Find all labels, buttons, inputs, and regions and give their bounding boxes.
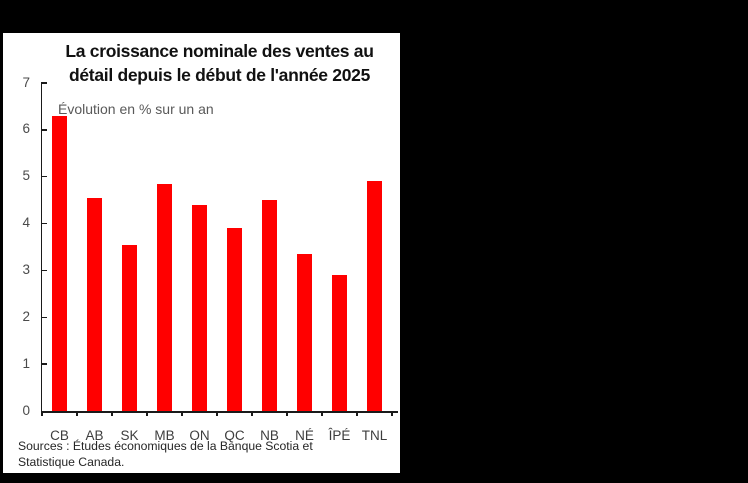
x-category-label-TNL: TNL <box>361 428 388 443</box>
x-category-label-ON: ON <box>189 428 210 443</box>
source-note: Sources : Études économiques de la Banqu… <box>18 439 313 470</box>
bar-MB <box>157 183 172 411</box>
plot-area: 0 1 2 3 4 5 6 7 CB AB SK MB ON QC NB NÉ ÎPÉ TNL <box>22 75 398 443</box>
x-category-label-NÉ: NÉ <box>295 428 314 443</box>
bar-QC <box>227 228 242 411</box>
chart-title: La croissance nominale des ventes au dét… <box>41 39 398 87</box>
y-tick <box>40 129 47 131</box>
x-tick <box>251 411 253 416</box>
x-category-label-QC: QC <box>224 428 245 443</box>
y-tick <box>40 222 47 225</box>
x-tick <box>146 411 148 416</box>
bar-ON <box>192 204 207 411</box>
bar-CB <box>52 115 67 411</box>
x-category-label-NB: NB <box>260 428 279 443</box>
x-tick <box>76 411 78 416</box>
x-category-label-SK: SK <box>120 428 139 443</box>
y-tick-label: 4 <box>22 215 30 231</box>
source-line-2: Statistique Canada. <box>18 454 125 469</box>
y-tick-label: 2 <box>22 308 30 324</box>
chart-subtitle: Évolution en % sur un an <box>58 101 214 117</box>
chart-panel: La croissance nominale des ventes au dét… <box>3 33 400 473</box>
x-category-label-ÎPÉ: ÎPÉ <box>328 428 351 443</box>
x-tick <box>391 411 393 416</box>
x-category-label-MB: MB <box>154 428 175 443</box>
y-tick <box>40 175 47 178</box>
y-tick <box>40 269 47 272</box>
y-tick-label: 3 <box>22 261 30 277</box>
x-tick <box>181 411 183 416</box>
bar-NÉ <box>297 254 312 411</box>
x-tick <box>321 411 323 416</box>
chart-title-line-2: détail depuis le début de l'année 2025 <box>68 65 371 85</box>
x-tick <box>111 411 113 416</box>
y-tick <box>40 316 47 319</box>
bar-SK <box>122 244 137 411</box>
y-tick-label: 7 <box>22 74 30 90</box>
x-tick <box>41 411 43 416</box>
y-tick-label: 1 <box>22 355 30 371</box>
x-axis-line <box>40 411 398 413</box>
y-axis-line <box>40 82 42 413</box>
bar-ÎPÉ <box>332 275 347 411</box>
bar-NB <box>262 200 277 411</box>
x-category-label-CB: CB <box>50 428 69 443</box>
chart-title-line-1: La croissance nominale des ventes au <box>65 41 374 61</box>
bar-TNL <box>367 181 382 411</box>
bar-AB <box>87 197 102 411</box>
source-line-1: Sources : Études économiques de la Banqu… <box>18 439 313 453</box>
y-tick <box>40 82 47 84</box>
x-tick <box>356 411 358 416</box>
x-category-label-AB: AB <box>85 428 104 443</box>
y-tick-label: 6 <box>22 121 30 137</box>
y-tick-label: 0 <box>22 402 30 418</box>
y-tick <box>40 363 47 365</box>
y-tick-label: 5 <box>22 168 30 184</box>
x-tick <box>286 411 288 416</box>
x-tick <box>216 411 218 416</box>
